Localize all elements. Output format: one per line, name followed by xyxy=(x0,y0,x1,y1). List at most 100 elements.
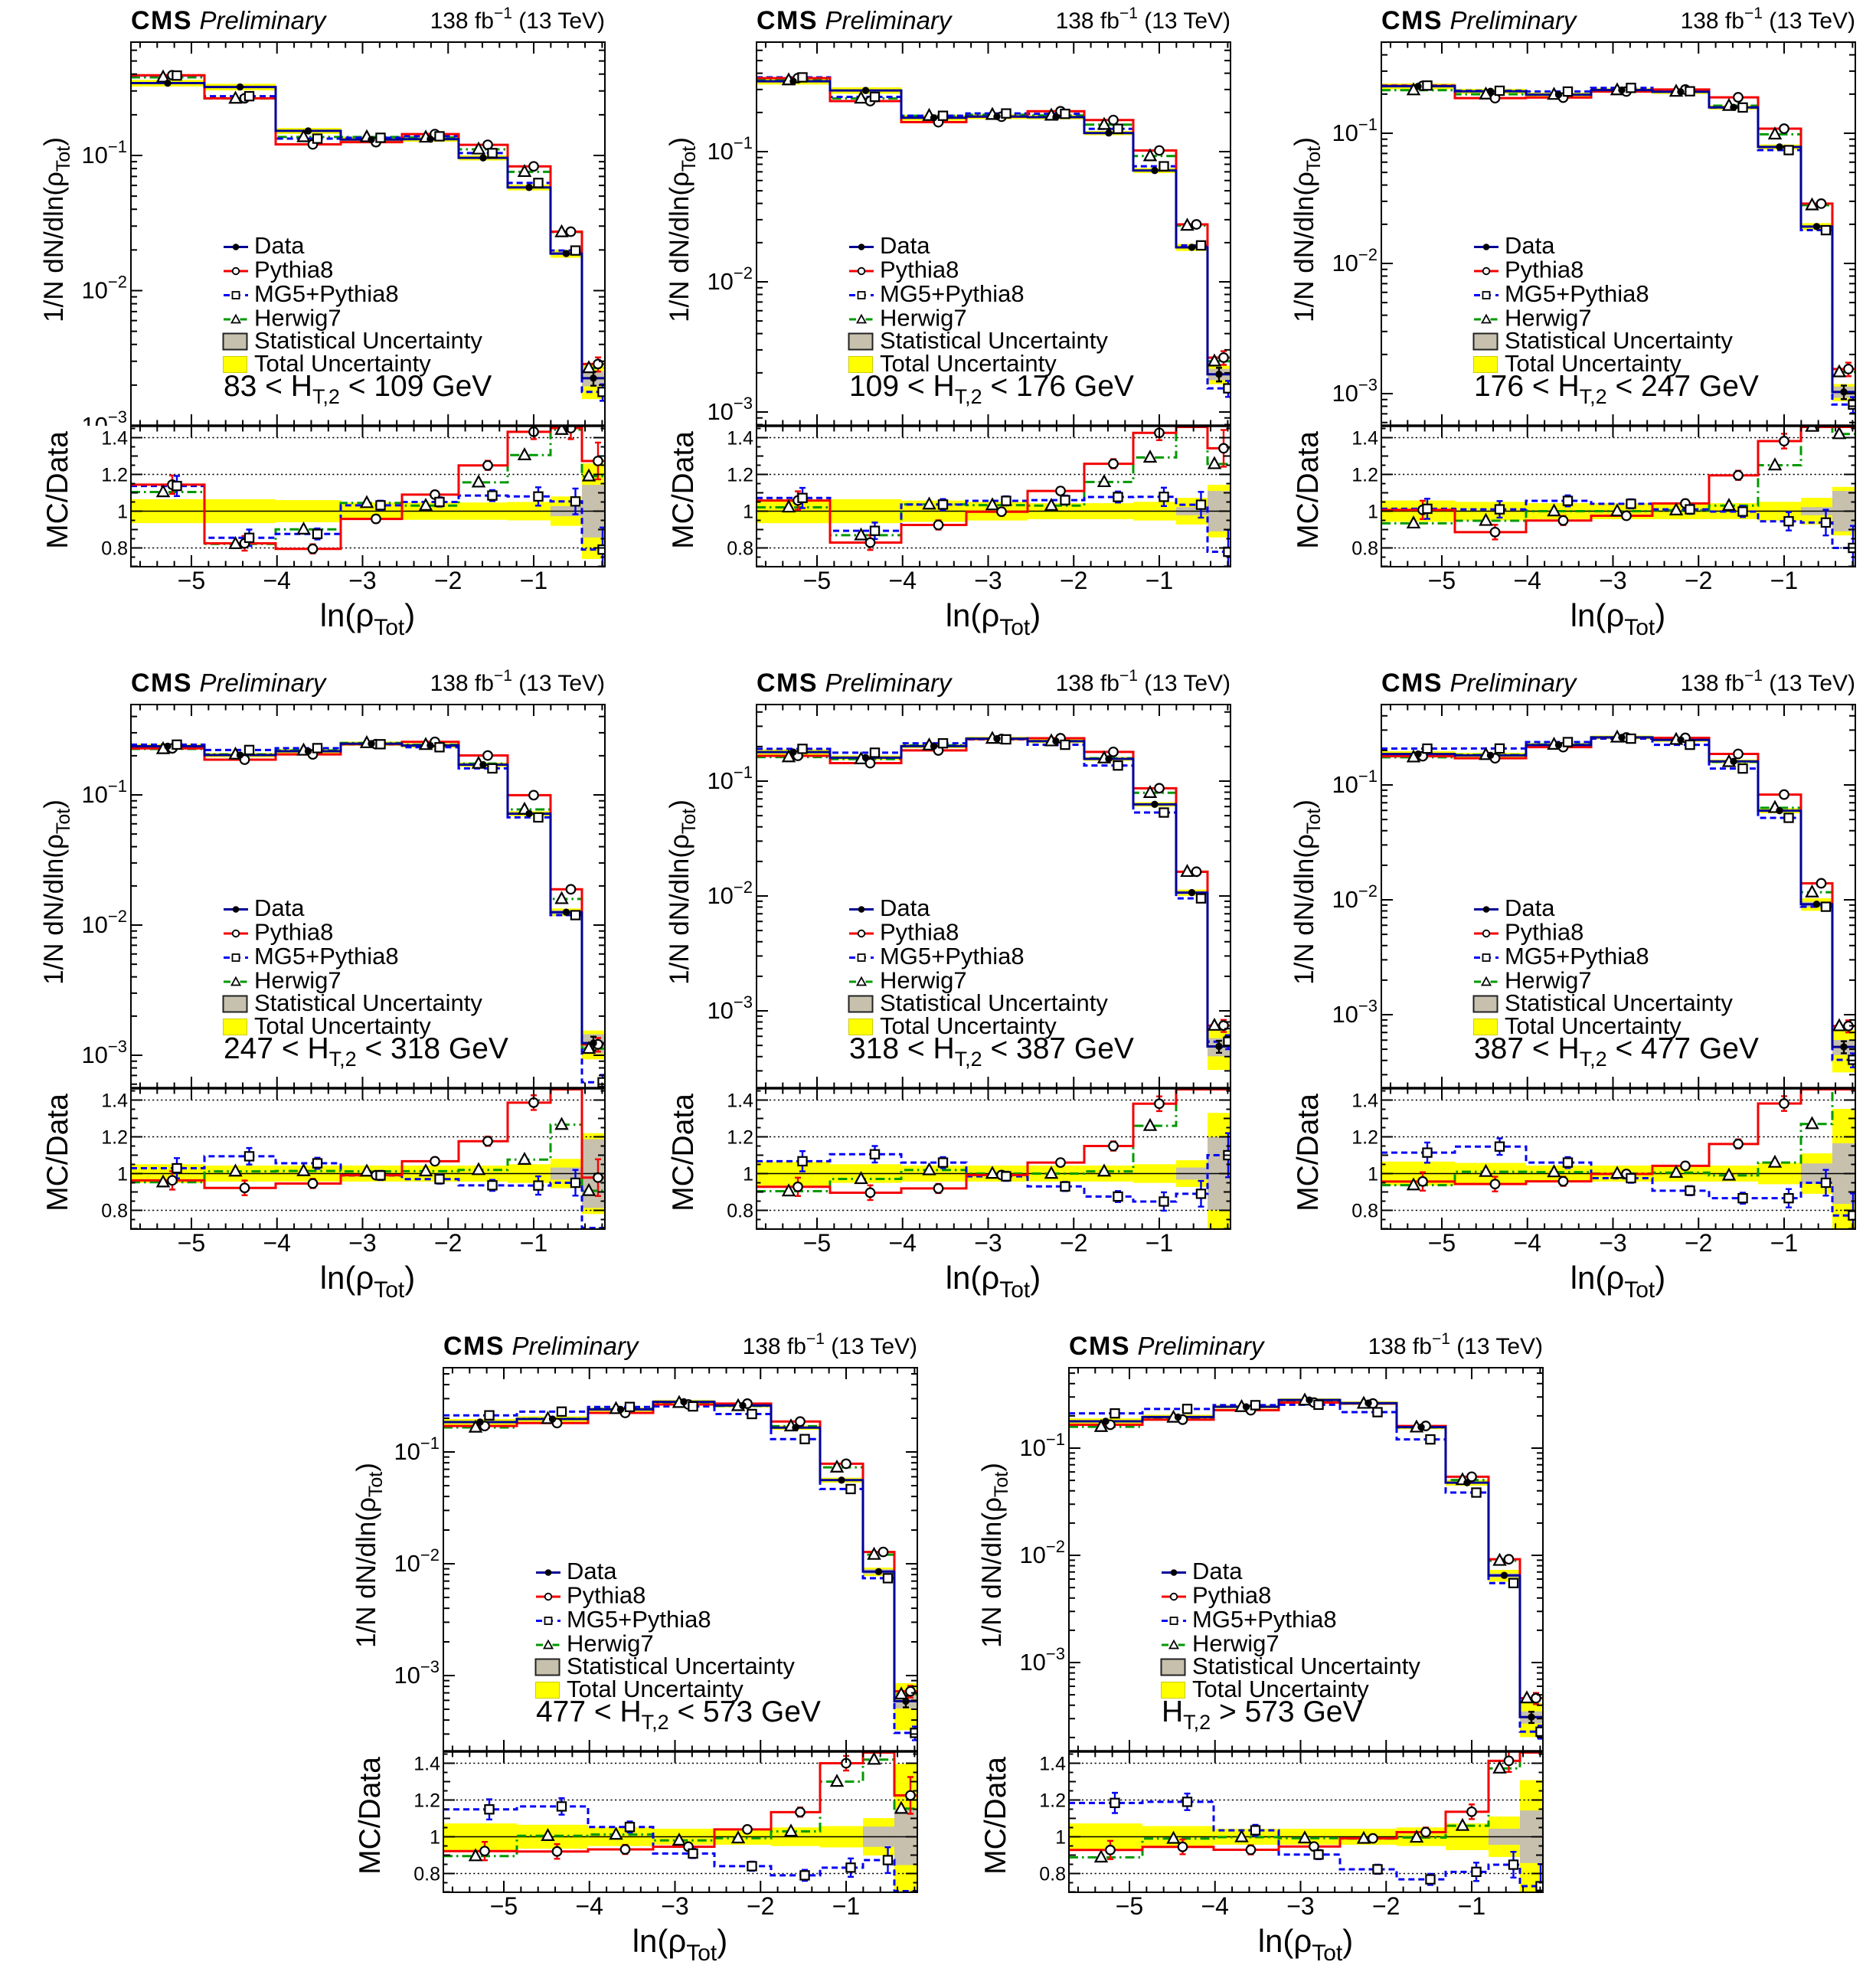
svg-text:138 fb−1 (13 TeV): 138 fb−1 (13 TeV) xyxy=(1055,5,1230,34)
svg-text:CMS Preliminary: CMS Preliminary xyxy=(1069,1332,1266,1361)
svg-text:1.2: 1.2 xyxy=(101,464,128,486)
svg-text:−3: −3 xyxy=(974,567,1002,594)
svg-text:138 fb−1 (13 TeV): 138 fb−1 (13 TeV) xyxy=(1681,667,1855,696)
svg-text:Total Uncertainty: Total Uncertainty xyxy=(1192,1676,1369,1702)
svg-text:−2: −2 xyxy=(1685,567,1712,594)
svg-text:Pythia8: Pythia8 xyxy=(1505,257,1583,283)
svg-text:−1: −1 xyxy=(1145,1229,1172,1257)
svg-text:MC/Data: MC/Data xyxy=(41,431,74,549)
svg-text:−1: −1 xyxy=(1145,567,1172,594)
svg-text:CMS Preliminary: CMS Preliminary xyxy=(131,6,328,35)
svg-text:318 < HT,2 < 387 GeV: 318 < HT,2 < 387 GeV xyxy=(849,1032,1134,1071)
svg-text:MC/Data: MC/Data xyxy=(1292,1094,1325,1211)
svg-text:−2: −2 xyxy=(1060,567,1087,594)
svg-text:CMS Preliminary: CMS Preliminary xyxy=(131,669,328,698)
svg-text:1: 1 xyxy=(1368,501,1378,522)
svg-text:1.4: 1.4 xyxy=(101,427,128,449)
svg-text:1: 1 xyxy=(743,501,753,522)
svg-text:0.8: 0.8 xyxy=(1352,1201,1379,1222)
svg-text:−4: −4 xyxy=(263,567,291,594)
svg-text:0.8: 0.8 xyxy=(1352,538,1379,559)
svg-text:Herwig7: Herwig7 xyxy=(254,304,342,331)
svg-text:MC/Data: MC/Data xyxy=(354,1756,387,1874)
svg-text:1.2: 1.2 xyxy=(414,1790,441,1811)
svg-text:247 < HT,2 < 318 GeV: 247 < HT,2 < 318 GeV xyxy=(224,1032,508,1071)
svg-text:−4: −4 xyxy=(576,1892,603,1920)
svg-text:Pythia8: Pythia8 xyxy=(567,1581,645,1608)
svg-text:Herwig7: Herwig7 xyxy=(1505,304,1592,331)
svg-text:−5: −5 xyxy=(802,567,830,594)
svg-text:Total Uncertainty: Total Uncertainty xyxy=(254,1012,431,1039)
svg-text:−4: −4 xyxy=(1201,1892,1229,1920)
svg-text:−1: −1 xyxy=(1770,567,1798,594)
svg-text:Total Uncertainty: Total Uncertainty xyxy=(1505,350,1682,377)
svg-text:1: 1 xyxy=(743,1164,753,1185)
svg-text:MC/Data: MC/Data xyxy=(667,431,700,549)
svg-text:387 < HT,2 < 477 GeV: 387 < HT,2 < 477 GeV xyxy=(1474,1032,1759,1071)
svg-text:1.4: 1.4 xyxy=(727,427,753,449)
svg-text:Herwig7: Herwig7 xyxy=(254,967,342,994)
svg-text:1.4: 1.4 xyxy=(1352,1090,1379,1112)
svg-text:MG5+Pythia8: MG5+Pythia8 xyxy=(254,943,399,969)
svg-text:1.4: 1.4 xyxy=(101,1090,128,1112)
svg-text:Total Uncertainty: Total Uncertainty xyxy=(1505,1012,1682,1039)
svg-text:MG5+Pythia8: MG5+Pythia8 xyxy=(880,943,1025,969)
svg-text:109 < HT,2 < 176 GeV: 109 < HT,2 < 176 GeV xyxy=(849,370,1134,408)
svg-text:−2: −2 xyxy=(434,1229,462,1257)
svg-text:−3: −3 xyxy=(662,1892,689,1920)
svg-text:10−1: 10−1 xyxy=(81,137,127,168)
svg-text:Total Uncertainty: Total Uncertainty xyxy=(567,1676,744,1702)
svg-text:Statistical Uncertainty: Statistical Uncertainty xyxy=(880,327,1108,354)
svg-text:1.2: 1.2 xyxy=(1352,464,1379,486)
svg-text:Pythia8: Pythia8 xyxy=(254,257,333,283)
svg-text:Herwig7: Herwig7 xyxy=(880,304,967,331)
svg-text:Pythia8: Pythia8 xyxy=(1505,919,1583,946)
svg-text:1.4: 1.4 xyxy=(1352,427,1379,449)
svg-text:10−2: 10−2 xyxy=(81,907,127,938)
svg-text:−4: −4 xyxy=(263,1229,291,1257)
svg-text:−3: −3 xyxy=(1600,1229,1627,1257)
svg-text:−3: −3 xyxy=(1600,567,1627,594)
svg-text:Pythia8: Pythia8 xyxy=(254,919,333,946)
svg-text:0.8: 0.8 xyxy=(727,1201,753,1222)
svg-text:10−2: 10−2 xyxy=(707,878,753,909)
svg-text:−4: −4 xyxy=(888,567,916,594)
svg-text:10−2: 10−2 xyxy=(707,263,753,295)
svg-text:Statistical Uncertainty: Statistical Uncertainty xyxy=(1505,327,1733,354)
svg-text:Statistical Uncertainty: Statistical Uncertainty xyxy=(1505,989,1733,1016)
svg-text:Total Uncertainty: Total Uncertainty xyxy=(880,350,1057,377)
svg-text:Data: Data xyxy=(254,894,305,921)
svg-text:MG5+Pythia8: MG5+Pythia8 xyxy=(1192,1606,1337,1633)
svg-text:CMS Preliminary: CMS Preliminary xyxy=(1381,6,1578,35)
svg-text:ln(ρTot): ln(ρTot) xyxy=(1570,1260,1666,1303)
svg-text:1.2: 1.2 xyxy=(101,1127,128,1149)
svg-text:MC/Data: MC/Data xyxy=(1292,431,1325,549)
svg-text:Data: Data xyxy=(1505,894,1555,921)
svg-text:138 fb−1 (13 TeV): 138 fb−1 (13 TeV) xyxy=(430,5,605,34)
svg-text:138 fb−1 (13 TeV): 138 fb−1 (13 TeV) xyxy=(1681,5,1855,34)
svg-text:1: 1 xyxy=(1055,1826,1066,1848)
svg-text:−5: −5 xyxy=(178,567,205,594)
svg-text:1/N dN/dln(ρTot): 1/N dN/dln(ρTot) xyxy=(351,1463,387,1648)
svg-text:MG5+Pythia8: MG5+Pythia8 xyxy=(1505,280,1649,307)
svg-text:Herwig7: Herwig7 xyxy=(880,967,967,994)
svg-text:1.2: 1.2 xyxy=(1039,1790,1066,1811)
svg-text:Statistical Uncertainty: Statistical Uncertainty xyxy=(254,327,482,354)
svg-text:−5: −5 xyxy=(178,1229,205,1257)
svg-text:−2: −2 xyxy=(1372,1892,1400,1920)
svg-text:CMS Preliminary: CMS Preliminary xyxy=(1381,669,1578,698)
svg-text:−2: −2 xyxy=(747,1892,774,1920)
svg-text:1: 1 xyxy=(1368,1164,1378,1185)
svg-text:−3: −3 xyxy=(974,1229,1002,1257)
svg-text:−4: −4 xyxy=(1514,567,1541,594)
svg-text:1.4: 1.4 xyxy=(414,1753,441,1774)
svg-text:−5: −5 xyxy=(802,1229,830,1257)
svg-text:0.8: 0.8 xyxy=(1039,1863,1066,1885)
svg-text:MG5+Pythia8: MG5+Pythia8 xyxy=(254,280,399,307)
svg-text:Data: Data xyxy=(254,232,305,259)
svg-text:477 < HT,2 < 573 GeV: 477 < HT,2 < 573 GeV xyxy=(536,1695,821,1734)
svg-text:−1: −1 xyxy=(520,1229,547,1257)
svg-text:MC/Data: MC/Data xyxy=(667,1094,700,1211)
svg-text:138 fb−1 (13 TeV): 138 fb−1 (13 TeV) xyxy=(743,1330,917,1359)
svg-text:Data: Data xyxy=(567,1558,617,1584)
